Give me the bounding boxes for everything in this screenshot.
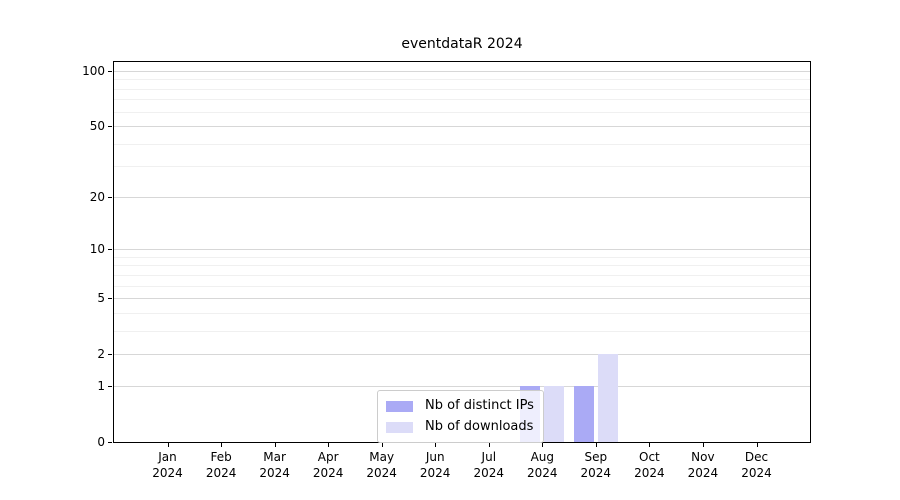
x-tick-label: Jun 2024 <box>407 449 463 481</box>
gridline-major <box>114 197 810 199</box>
x-tick-label-month: Jan <box>158 450 177 464</box>
y-tick <box>108 71 112 72</box>
gridline-minor <box>114 274 810 276</box>
gridline-minor <box>114 285 810 287</box>
gridline-minor <box>114 111 810 113</box>
legend-item-distinct-ips: Nb of distinct IPs <box>386 398 534 414</box>
x-tick-label-year: 2024 <box>580 466 612 480</box>
legend-item-downloads: Nb of downloads <box>386 419 534 435</box>
x-tick-label-month: Jun <box>425 450 445 464</box>
x-tick <box>167 443 169 447</box>
x-tick <box>488 443 490 447</box>
y-tick-label: 5 <box>97 291 105 305</box>
x-tick <box>328 443 330 447</box>
chart-title: eventdataR 2024 <box>401 36 523 52</box>
y-tick <box>108 197 112 199</box>
bar-distinct-ips <box>573 386 594 442</box>
x-tick-label-year: 2024 <box>687 466 719 480</box>
y-tick <box>108 298 112 299</box>
gridline-minor <box>114 79 810 81</box>
bar-downloads <box>544 386 565 442</box>
x-tick-label: Aug 2024 <box>514 449 570 481</box>
x-tick <box>595 443 597 447</box>
x-tick-label: Jul 2024 <box>461 449 517 481</box>
x-tick-label: Oct 2024 <box>621 449 677 481</box>
y-tick-label: 10 <box>89 242 105 257</box>
gridline-minor <box>114 312 810 314</box>
x-tick-label-year: 2024 <box>259 466 290 480</box>
y-tick <box>108 249 112 251</box>
y-tick-label: 1 <box>97 379 105 394</box>
x-tick-label: Sep 2024 <box>568 449 624 481</box>
x-tick <box>435 443 437 447</box>
legend: Nb of distinct IPs Nb of downloads <box>377 390 544 443</box>
gridline-minor <box>114 256 810 258</box>
gridline-minor <box>114 166 810 167</box>
x-tick-label: Dec 2024 <box>729 449 785 481</box>
y-tick-label: 100 <box>82 64 105 78</box>
x-tick-label-year: 2024 <box>527 466 558 480</box>
y-tick <box>108 353 112 355</box>
x-tick <box>274 443 276 447</box>
x-tick-label: Feb 2024 <box>193 449 249 481</box>
bar-downloads <box>597 353 618 442</box>
x-tick <box>649 443 651 447</box>
x-tick <box>221 443 223 447</box>
y-tick-label: 2 <box>97 346 105 361</box>
plot-area: Nb of distinct IPs Nb of downloads <box>113 61 811 443</box>
x-tick-label-month: Oct <box>639 450 660 464</box>
x-tick-label-month: Nov <box>691 450 715 464</box>
x-tick-label-month: Jul <box>481 450 497 464</box>
legend-swatch-downloads <box>386 421 413 433</box>
gridline-major <box>114 386 810 388</box>
gridline-minor <box>114 99 810 101</box>
x-tick-label-year: 2024 <box>419 466 451 480</box>
x-tick-label-month: Apr <box>317 450 339 464</box>
y-tick-label: 50 <box>89 118 105 133</box>
x-tick <box>542 443 544 447</box>
x-tick-label-month: Dec <box>744 450 769 464</box>
gridline-minor <box>114 330 810 332</box>
x-tick-label-month: May <box>369 450 395 464</box>
gridline-major <box>114 353 810 355</box>
x-tick-label-year: 2024 <box>741 466 772 480</box>
x-tick-label: Apr 2024 <box>300 449 356 481</box>
gridline-minor <box>114 265 810 267</box>
x-tick-label-year: 2024 <box>152 466 183 480</box>
x-tick-label-year: 2024 <box>205 466 237 480</box>
x-tick <box>381 443 383 447</box>
y-tick <box>108 442 112 443</box>
gridline-minor <box>114 88 810 90</box>
x-tick-label: Mar 2024 <box>247 449 303 481</box>
x-tick-label-year: 2024 <box>312 466 344 480</box>
gridline-major <box>114 125 810 127</box>
x-tick-label-month: Aug <box>530 450 555 464</box>
gridline-major <box>114 298 810 299</box>
y-tick <box>108 125 112 127</box>
x-tick <box>702 443 704 447</box>
legend-label-downloads: Nb of downloads <box>425 419 534 434</box>
y-tick-label: 20 <box>89 190 105 205</box>
x-tick-label-year: 2024 <box>366 466 397 480</box>
y-tick-label: 0 <box>97 435 105 449</box>
y-tick <box>108 386 112 388</box>
x-tick-label-year: 2024 <box>634 466 665 480</box>
x-tick-label-month: Sep <box>584 450 608 464</box>
x-tick-label: May 2024 <box>354 449 410 481</box>
legend-label-distinct-ips: Nb of distinct IPs <box>425 398 534 413</box>
gridline-minor <box>114 143 810 145</box>
gridline-major <box>114 249 810 251</box>
gridline-major <box>114 71 810 72</box>
x-tick-label-month: Mar <box>263 450 286 464</box>
x-tick-label: Nov 2024 <box>675 449 731 481</box>
legend-swatch-distinct-ips <box>386 400 413 412</box>
x-tick-label-month: Feb <box>210 450 232 464</box>
x-tick <box>756 443 758 447</box>
x-tick-label-year: 2024 <box>473 466 505 480</box>
x-tick-label: Jan 2024 <box>140 449 196 481</box>
